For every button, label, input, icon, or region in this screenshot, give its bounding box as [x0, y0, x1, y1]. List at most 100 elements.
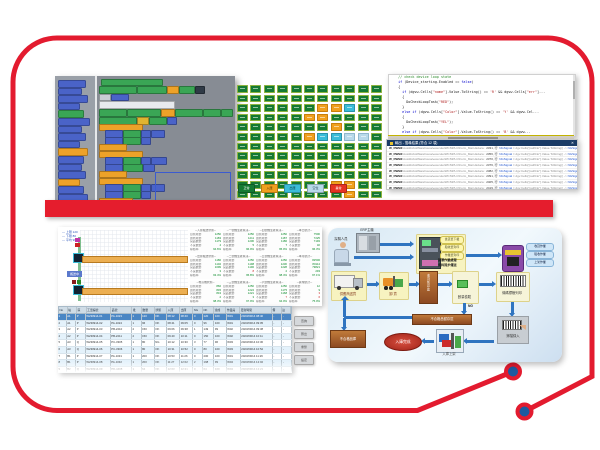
code-block[interactable]: [101, 79, 163, 86]
code-block[interactable]: [99, 144, 127, 151]
code-block[interactable]: [149, 117, 167, 125]
palette-block[interactable]: [58, 140, 80, 149]
grid-cell: [344, 142, 356, 151]
log-row[interactable]: W_RWB2\AutoRobotWarehouse\execute\WCS\PL…: [387, 174, 577, 181]
code-block[interactable]: [123, 164, 143, 172]
code-block[interactable]: [167, 86, 179, 94]
palette-block[interactable]: [58, 171, 86, 179]
log-row[interactable]: W_RWB2\AutoRobotWarehouse\execute\WCS\PL…: [387, 151, 577, 158]
log-row[interactable]: W_RWB2\AutoRobotWarehouse\execute\WCS\PL…: [387, 146, 577, 152]
grid-cell: [250, 152, 262, 160]
code-block[interactable]: [137, 86, 167, 94]
code-block[interactable]: [167, 117, 177, 125]
table-header-cell[interactable]: 區: [77, 307, 87, 313]
code-block[interactable]: [99, 171, 127, 178]
table-header-cell[interactable]: 註: [282, 307, 292, 313]
code-block[interactable]: [141, 137, 151, 145]
table-header-cell[interactable]: OK: [203, 307, 215, 313]
log-row[interactable]: W_RWB2\AutoRobotWarehouse\execute\WCS\PL…: [387, 157, 577, 164]
side-button[interactable]: 設定: [294, 355, 314, 365]
code-scrollbar[interactable]: [572, 75, 575, 136]
grid-cell: [344, 104, 356, 112]
palette-block[interactable]: [58, 118, 90, 126]
pill-yellow-1: 進貨單下載: [440, 236, 464, 244]
code-block[interactable]: [203, 109, 221, 117]
grid-cell: [357, 142, 369, 151]
palette-block[interactable]: [58, 163, 82, 172]
log-row[interactable]: W_RWB2\AutoRobotWarehouse\execute\WCS\PL…: [389, 185, 577, 190]
code-block[interactable]: [143, 164, 155, 172]
code-block[interactable]: [99, 101, 175, 109]
table-header-cell[interactable]: 狀態: [155, 307, 168, 313]
table-header-cell[interactable]: 更新時間: [240, 307, 273, 313]
table-header-cell[interactable]: 站: [68, 307, 78, 313]
code-block[interactable]: [137, 117, 149, 125]
code-block[interactable]: [195, 86, 205, 94]
palette-block[interactable]: [58, 110, 84, 118]
table-row[interactable]: 4 A2 P W230914-04 PB-2211 2 150 OK 09:40 10:11 0 15…: [58, 333, 293, 341]
code-block[interactable]: [151, 157, 167, 165]
code-block[interactable]: [111, 94, 129, 101]
code-block[interactable]: [179, 86, 195, 94]
palette-block[interactable]: [58, 87, 82, 96]
table-header-cell[interactable]: 數量: [142, 307, 155, 313]
table-row[interactable]: 9 B2 Q W230914-09 PD-4408 1 64 OK 12:03 12:21 0 64 1…: [58, 366, 293, 374]
side-button[interactable]: 重整: [294, 342, 314, 352]
table-row[interactable]: 2 A1 P W230914-02 PA-1024 1 96 OK 08:41 09:05 0 96 1…: [58, 320, 293, 328]
close-icon[interactable]: ✕: [570, 141, 574, 145]
table-row[interactable]: 8 B1 P W230914-08 PA-1032 1 200 OK 11:27 12:02 2 19…: [58, 360, 293, 367]
code-line: else if (dgvw.Cells["Color"].Value.ToStr…: [402, 110, 539, 114]
grid-cell: [290, 113, 302, 122]
table-row[interactable]: 1 A1 P W230914-01 PA-1023 1 120 OK 08:12 08:40 0 12…: [58, 314, 293, 321]
palette-block[interactable]: [58, 156, 84, 164]
table-header-cell[interactable]: 作業員: [226, 307, 241, 313]
palette-block[interactable]: [58, 102, 80, 111]
code-block[interactable]: [151, 184, 165, 192]
arrow-scan-to-putaway: [463, 338, 494, 344]
palette-block[interactable]: [58, 186, 84, 194]
table-row[interactable]: 5 A3 Q W230914-05 PC-3305 1 80 NG 10:12 10:30 3 77 9…: [58, 340, 293, 347]
grid-cell: [330, 152, 342, 160]
table-header-cell[interactable]: NG: [193, 307, 203, 313]
scada-panel-row: 良品數量: 843: [190, 292, 221, 296]
code-hscrollbar[interactable]: [388, 135, 574, 140]
code-block[interactable]: [99, 94, 111, 101]
code-block[interactable]: [175, 109, 203, 117]
table-header-cell[interactable]: 批: [132, 307, 142, 313]
log-row[interactable]: W_RWB2\AutoRobotWarehouse\execute\WCS\PL…: [387, 168, 577, 175]
code-block[interactable]: [161, 109, 175, 117]
code-block[interactable]: [221, 109, 233, 117]
table-row[interactable]: 7 B1 P W230914-07 PA-1031 1 200 OK 10:53 11:26 0 20…: [58, 353, 293, 361]
table-header-cell[interactable]: 工單編號: [87, 307, 112, 313]
grid-cell: [371, 190, 382, 199]
code-block[interactable]: [127, 109, 161, 117]
palette-block[interactable]: [58, 178, 80, 187]
table-header-cell[interactable]: No: [59, 307, 68, 313]
code-block[interactable]: [123, 137, 141, 145]
code-block[interactable]: [99, 109, 127, 117]
palette-block[interactable]: [58, 125, 82, 134]
arrow-putaway-to-done: [421, 338, 434, 344]
table-header-cell[interactable]: 達成: [214, 307, 227, 313]
log-row[interactable]: W_RWB2\AutoRobotWarehouse\execute\WCS\PL…: [387, 163, 577, 169]
palette-block[interactable]: [58, 148, 88, 156]
side-button[interactable]: 查詢: [294, 316, 314, 326]
code-block[interactable]: [141, 191, 151, 199]
table-header-cell[interactable]: 備: [272, 307, 282, 313]
grid-cell: [290, 104, 302, 112]
code-block[interactable]: [151, 130, 165, 138]
arrow-truck-to-unload: [367, 281, 380, 287]
side-button[interactable]: 匯出: [294, 329, 314, 339]
palette-block[interactable]: [58, 133, 86, 141]
log-row[interactable]: W_RWB2\AutoRobotWarehouse\execute\WCS\PL…: [387, 180, 577, 186]
table-header-cell[interactable]: 品號: [111, 307, 133, 313]
palette-block[interactable]: [58, 80, 86, 88]
table-row[interactable]: 3 A2 P W230914-03 PB-2210 2 150 OK 09:06 09:38 1 14…: [58, 327, 293, 334]
table-header-cell[interactable]: 出庫: [180, 307, 194, 313]
table-header-cell[interactable]: 入庫: [167, 307, 181, 313]
code-block[interactable]: [99, 86, 137, 94]
grid-cell: [344, 113, 356, 122]
table-row[interactable]: 6 A3 Q W230914-06 PC-3306 1 80 OK 10:31 10:52 0 80 1…: [58, 346, 293, 354]
palette-block[interactable]: [58, 95, 88, 103]
grid-cell: [277, 104, 289, 112]
